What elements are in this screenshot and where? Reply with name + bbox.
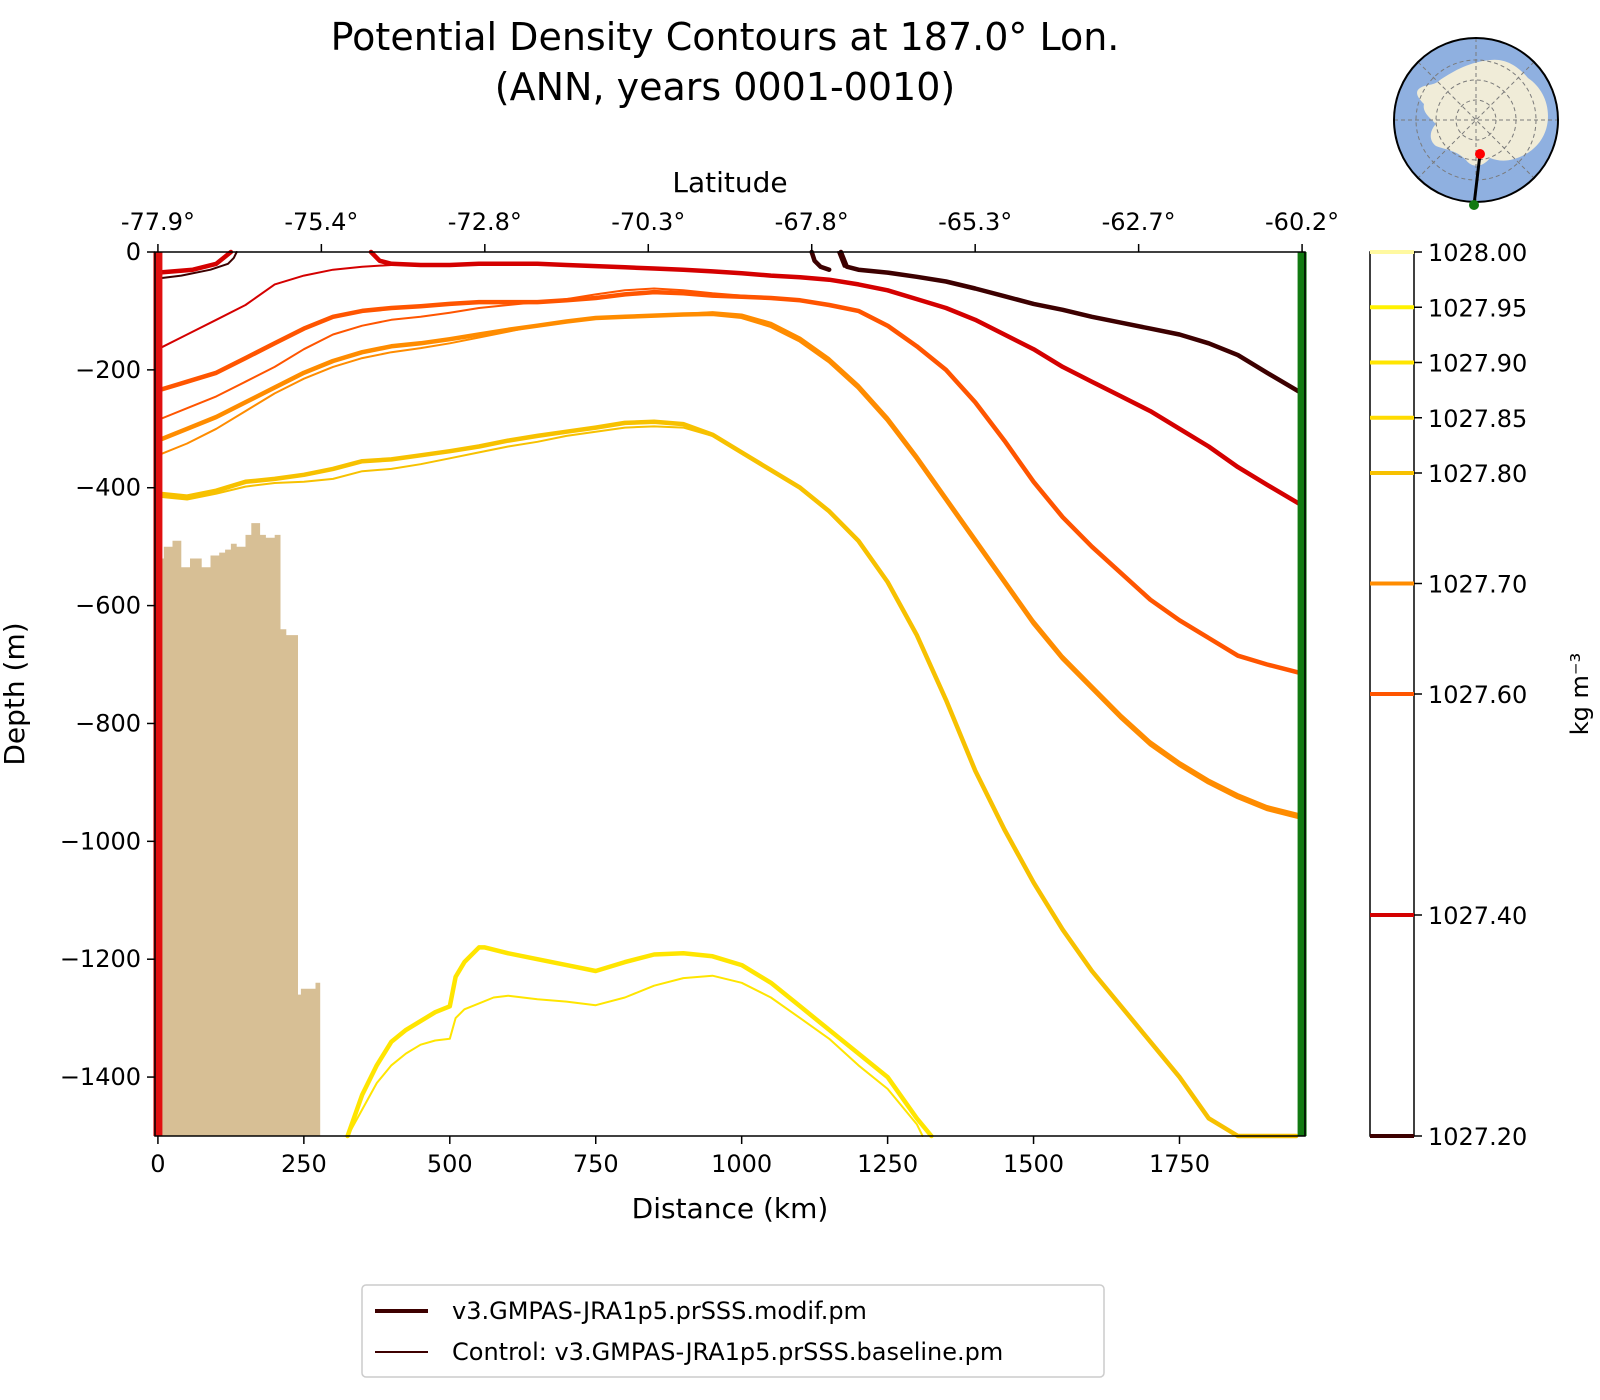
section-start-marker bbox=[1475, 149, 1485, 159]
contour-1027-6-baseline-8 bbox=[156, 287, 1304, 674]
y-tick-label-3: −600 bbox=[75, 592, 141, 620]
colorbar-tick-label-1: 1027.95 bbox=[1428, 294, 1527, 322]
bathymetry-shelf bbox=[157, 523, 321, 1136]
contour-1027-2-baseline-1 bbox=[837, 251, 1304, 395]
contour-1027-8-baseline-12 bbox=[156, 425, 1298, 1137]
plot-area bbox=[153, 249, 1307, 1139]
x-tick-label-500: 500 bbox=[427, 1150, 473, 1178]
top-tick-label-4: -67.8° bbox=[775, 208, 849, 236]
y-tick-label-0: 0 bbox=[126, 238, 141, 266]
colorbar-label: kg m⁻³ bbox=[1566, 653, 1594, 735]
y-tick-label-4: −800 bbox=[75, 709, 141, 737]
y-tick-label-5: −1000 bbox=[60, 827, 141, 855]
plot-frame bbox=[154, 251, 1306, 1137]
inset-map bbox=[1393, 37, 1559, 210]
contour-1027-2-modif-3 bbox=[809, 249, 832, 272]
y-tick-label-2: −400 bbox=[75, 474, 141, 502]
x-axis-label: Distance (km) bbox=[632, 1192, 829, 1225]
top-axis-ticks: -77.9° -75.4° -72.8° -70.3° -67.8° -65.3° -62.… bbox=[121, 208, 1339, 252]
top-axis-label: Latitude bbox=[672, 166, 787, 199]
x-axis-ticks: 0 250 500 750 1000 1250 1500 1750 bbox=[150, 1136, 1210, 1178]
colorbar-tick-label-5: 1027.70 bbox=[1428, 571, 1527, 599]
contour-1027-9-modif-13 bbox=[345, 945, 934, 1139]
y-tick-label-6: −1200 bbox=[60, 945, 141, 973]
contour-layer bbox=[155, 249, 1305, 1139]
top-tick-label-3: -70.3° bbox=[611, 208, 685, 236]
x-tick-label-750: 750 bbox=[573, 1150, 619, 1178]
x-tick-label-1750: 1750 bbox=[1149, 1150, 1210, 1178]
legend-label-baseline: Control: v3.GMPAS-JRA1p5.prSSS.baseline.… bbox=[452, 1338, 1003, 1366]
legend-box bbox=[361, 1284, 1105, 1378]
legend: v3.GMPAS-JRA1p5.prSSS.modif.pm Control: … bbox=[361, 1284, 1105, 1378]
chart-subtitle: (ANN, years 0001-0010) bbox=[495, 65, 955, 109]
chart-title: Potential Density Contours at 187.0° Lon… bbox=[331, 15, 1120, 59]
x-tick-label-1500: 1500 bbox=[1003, 1150, 1064, 1178]
colorbar-tick-label-2: 1027.90 bbox=[1428, 350, 1527, 378]
legend-label-modif: v3.GMPAS-JRA1p5.prSSS.modif.pm bbox=[452, 1297, 867, 1325]
contour-1027-4-modif-6 bbox=[155, 249, 234, 275]
top-tick-label-2: -72.8° bbox=[448, 208, 522, 236]
y-tick-label-7: −1400 bbox=[60, 1063, 141, 1091]
y-axis-ticks: 0 −200 −400 −600 −800 −1000 −1200 −1400 bbox=[60, 238, 155, 1091]
top-tick-label-0: -77.9° bbox=[121, 208, 195, 236]
plot-background bbox=[155, 252, 1305, 1136]
x-tick-label-1000: 1000 bbox=[711, 1150, 772, 1178]
colorbar-tick-label-8: 1027.20 bbox=[1428, 1123, 1527, 1151]
antarctica-shape bbox=[1417, 59, 1548, 166]
colorbar-tick-label-6: 1027.60 bbox=[1428, 681, 1527, 709]
x-tick-label-250: 250 bbox=[281, 1150, 327, 1178]
colorbar-tick-label-0: 1028.00 bbox=[1428, 239, 1527, 267]
x-tick-label-0: 0 bbox=[150, 1150, 165, 1178]
top-tick-label-1: -75.4° bbox=[284, 208, 358, 236]
contour-1027-7-modif-9 bbox=[155, 311, 1305, 821]
y-axis-label: Depth (m) bbox=[0, 622, 31, 765]
contour-1027-4-baseline-5 bbox=[156, 262, 1304, 507]
colorbar-tick-label-7: 1027.40 bbox=[1428, 902, 1527, 930]
top-tick-label-6: -62.7° bbox=[1102, 208, 1176, 236]
colorbar-tick-label-4: 1027.80 bbox=[1428, 460, 1527, 488]
top-tick-label-5: -65.3° bbox=[938, 208, 1012, 236]
colorbar-levels: 1028.00 1027.95 1027.90 1027.85 1027.80 1027.… bbox=[1370, 239, 1527, 1151]
top-tick-label-7: -60.2° bbox=[1265, 208, 1339, 236]
bathymetry-layer bbox=[157, 523, 321, 1136]
section-line-marker bbox=[1472, 153, 1482, 206]
y-tick-label-1: −200 bbox=[75, 356, 141, 384]
section-boundary-layer bbox=[153, 252, 1307, 1136]
contour-1027-2-baseline-2 bbox=[156, 251, 238, 280]
section-end-marker bbox=[1469, 200, 1479, 210]
x-tick-label-1250: 1250 bbox=[857, 1150, 918, 1178]
contour-1027-9-baseline-14 bbox=[346, 974, 924, 1137]
colorbar: 1028.00 1027.95 1027.90 1027.85 1027.80 1027.… bbox=[1369, 239, 1594, 1151]
colorbar-tick-label-3: 1027.85 bbox=[1428, 405, 1527, 433]
contour-1027-7-baseline-10 bbox=[156, 311, 1304, 816]
